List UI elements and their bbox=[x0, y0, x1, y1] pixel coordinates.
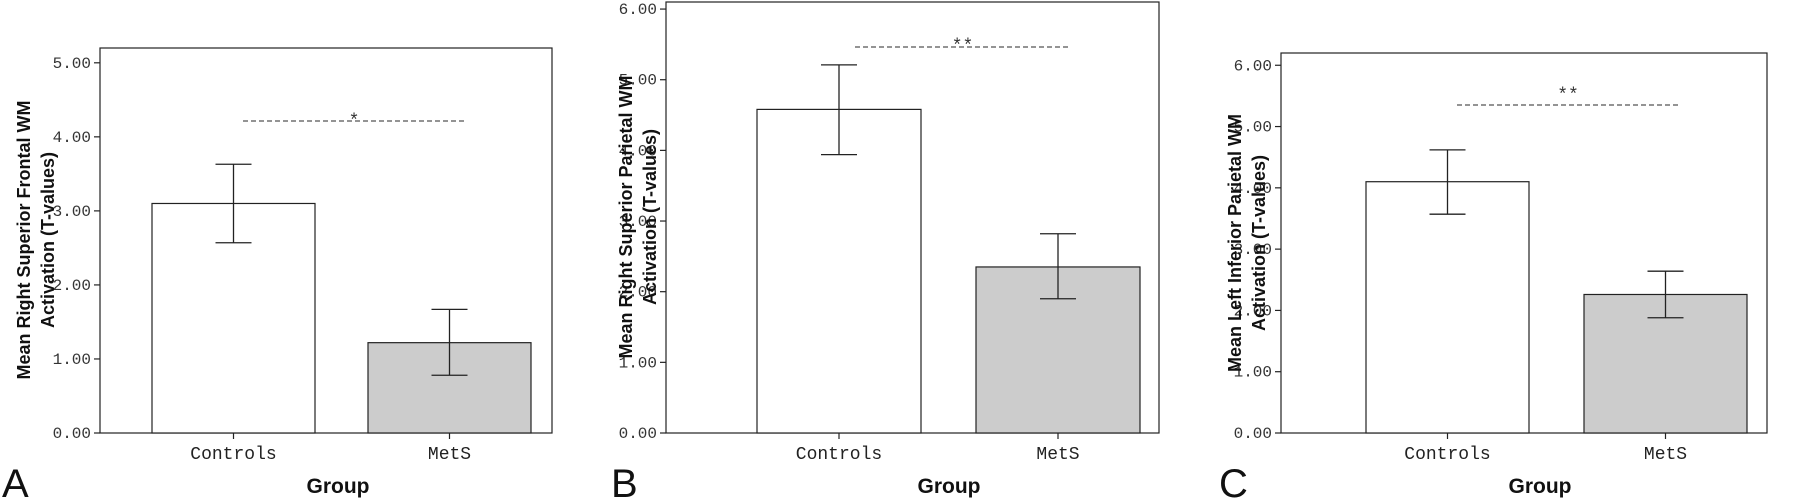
y-tick-label: 1.00 bbox=[619, 354, 657, 372]
plot-frame bbox=[99, 47, 553, 434]
chart-panel-a: 0.00 1.00 2.00 3.00 4.00 5.00 Controls MetS * Gro… bbox=[2, 47, 553, 502]
y-tick-label: 1.00 bbox=[1234, 364, 1272, 382]
chart-panel-c: 0.00 1.00 2.00 3.00 4.00 5.00 6.00 Controls MetS… bbox=[1219, 52, 1768, 502]
y-tick-label: 0.00 bbox=[619, 425, 657, 443]
error-bar-controls bbox=[821, 64, 857, 156]
y-tick-label: 0.00 bbox=[1234, 425, 1272, 443]
x-category-label: Controls bbox=[796, 445, 882, 465]
y-tick-label: 5.00 bbox=[53, 55, 91, 73]
x-category-label: MetS bbox=[428, 445, 471, 465]
x-category-label: Controls bbox=[190, 445, 276, 465]
y-axis-label-line-1: Mean Right Superior Parietal WM bbox=[616, 75, 636, 358]
error-bar-controls bbox=[1429, 149, 1466, 215]
panel-label: B bbox=[611, 462, 638, 502]
error-bar-mets bbox=[431, 308, 468, 376]
y-tick-label: 2.00 bbox=[53, 277, 91, 295]
y-tick-label: 4.00 bbox=[619, 142, 657, 160]
y-tick-label: 5.00 bbox=[619, 72, 657, 90]
bar-controls bbox=[1365, 181, 1530, 434]
y-tick-label: 3.00 bbox=[1234, 241, 1272, 259]
y-tick-label: 2.00 bbox=[619, 284, 657, 302]
y-axis-label-line-1: Mean Left Inferior Parietal WM bbox=[1225, 114, 1245, 372]
y-tick-label: 4.00 bbox=[53, 129, 91, 147]
y-tick-label: 0.00 bbox=[53, 425, 91, 443]
error-bar-mets bbox=[1040, 233, 1076, 300]
x-axis-label: Group bbox=[307, 475, 370, 498]
y-axis-label-line-2: Activation (T-values) bbox=[640, 129, 660, 305]
y-tick-label: 2.00 bbox=[1234, 302, 1272, 320]
y-axis-label-line-1: Mean Right Superior Frontal WM bbox=[14, 101, 34, 380]
y-tick-label: 6.00 bbox=[619, 1, 657, 19]
y-tick-label: 4.00 bbox=[1234, 180, 1272, 198]
y-axis-label-line-2: Activation (T-values) bbox=[1249, 155, 1269, 331]
y-tick-label: 3.00 bbox=[619, 213, 657, 231]
x-axis-label: Group bbox=[1509, 475, 1572, 498]
bar-controls bbox=[756, 108, 922, 434]
error-bar-controls bbox=[215, 163, 252, 244]
y-tick-label: 6.00 bbox=[1234, 57, 1272, 75]
x-axis-label: Group bbox=[918, 475, 981, 498]
x-category-label: Controls bbox=[1404, 445, 1490, 465]
error-bar-mets bbox=[1647, 270, 1684, 319]
chart-panel-b: 0.00 1.00 2.00 3.00 4.00 5.00 6.00 Controls MetS… bbox=[611, 1, 1160, 502]
y-tick-label: 3.00 bbox=[53, 203, 91, 221]
significance-marker: ** bbox=[1557, 86, 1579, 106]
x-category-label: MetS bbox=[1036, 445, 1079, 465]
x-category-label: MetS bbox=[1644, 445, 1687, 465]
y-tick-label: 5.00 bbox=[1234, 119, 1272, 137]
significance-marker: * bbox=[349, 112, 360, 132]
panel-label: C bbox=[1219, 462, 1248, 502]
panel-label: A bbox=[2, 462, 29, 502]
significance-marker: ** bbox=[952, 37, 974, 57]
y-tick-label: 1.00 bbox=[53, 351, 91, 369]
y-axis-label-line-2: Activation (T-values) bbox=[38, 152, 58, 328]
